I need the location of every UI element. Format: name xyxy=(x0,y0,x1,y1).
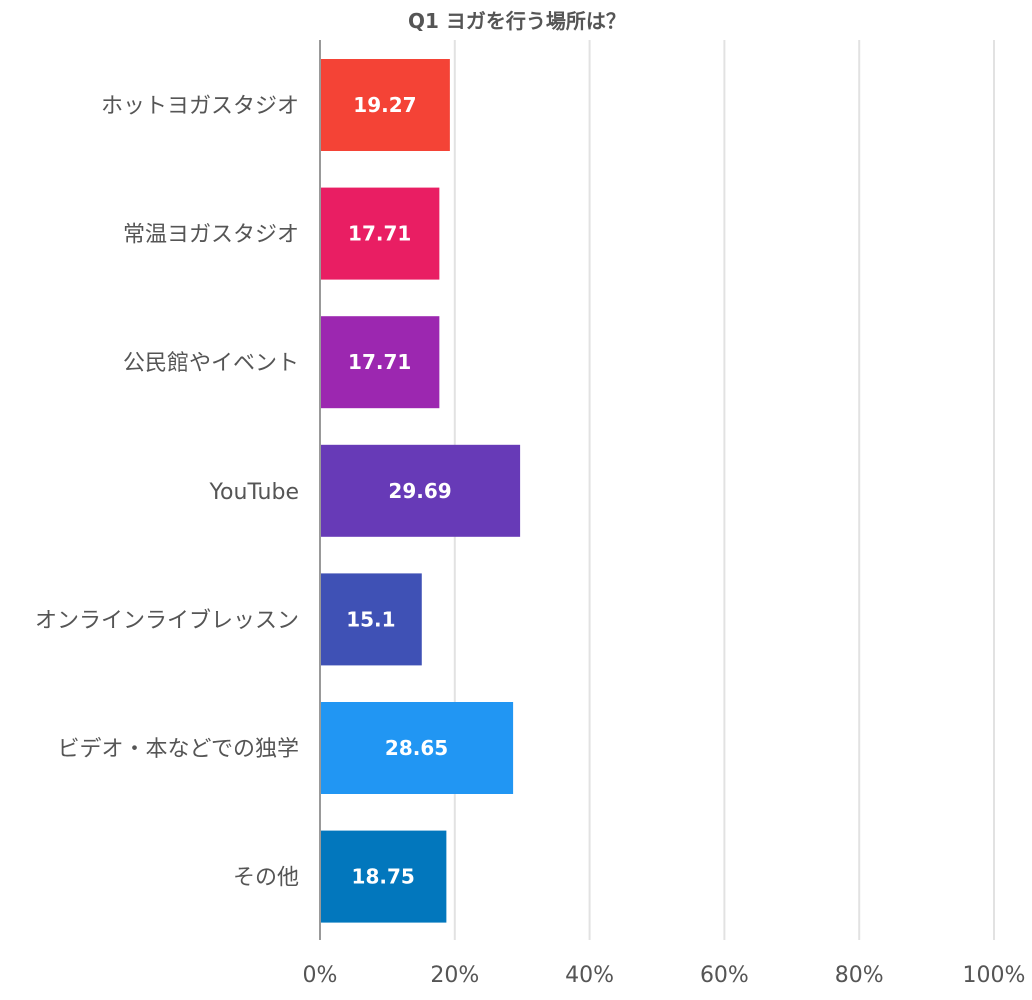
bar xyxy=(320,187,440,280)
grid-lines xyxy=(453,40,995,940)
category-label: YouTube xyxy=(209,480,299,505)
category-label: ビデオ・本などでの独学 xyxy=(57,737,299,762)
bar-value-label: 19.27 xyxy=(353,93,416,117)
category-label: オンラインライブレッスン xyxy=(35,608,299,633)
x-tick-label: 100% xyxy=(963,963,1026,988)
chart-title: Q1 ヨガを行う場所は？ xyxy=(408,9,626,33)
bar-value-label: 18.75 xyxy=(352,865,415,889)
x-tick-label: 40% xyxy=(565,963,614,988)
bar xyxy=(320,59,450,151)
category-label: ホットヨガスタジオ xyxy=(101,94,299,119)
x-tick-label: 20% xyxy=(430,963,479,988)
category-label: 公民館やイベント xyxy=(123,351,299,376)
bar xyxy=(320,316,440,409)
bars: 19.27 17.71 17.71 29.69 15.1 28.65 18.75 xyxy=(320,59,521,923)
bar xyxy=(320,573,422,666)
bar-value-label: 28.65 xyxy=(385,736,448,760)
x-axis-ticks: 0% 20% 40% 60% 80% 100% xyxy=(303,963,1026,988)
bar xyxy=(320,702,514,794)
x-tick-label: 0% xyxy=(303,963,338,988)
category-label: その他 xyxy=(233,866,299,891)
x-tick-label: 80% xyxy=(835,963,884,988)
bar xyxy=(320,830,447,923)
category-label: 常温ヨガスタジオ xyxy=(123,223,299,248)
bar-value-label: 17.71 xyxy=(348,350,411,374)
bar-value-label: 29.69 xyxy=(388,479,451,503)
x-tick-label: 60% xyxy=(700,963,749,988)
bar xyxy=(320,444,521,537)
bar-value-label: 17.71 xyxy=(348,222,411,246)
bar-value-label: 15.1 xyxy=(346,607,395,631)
